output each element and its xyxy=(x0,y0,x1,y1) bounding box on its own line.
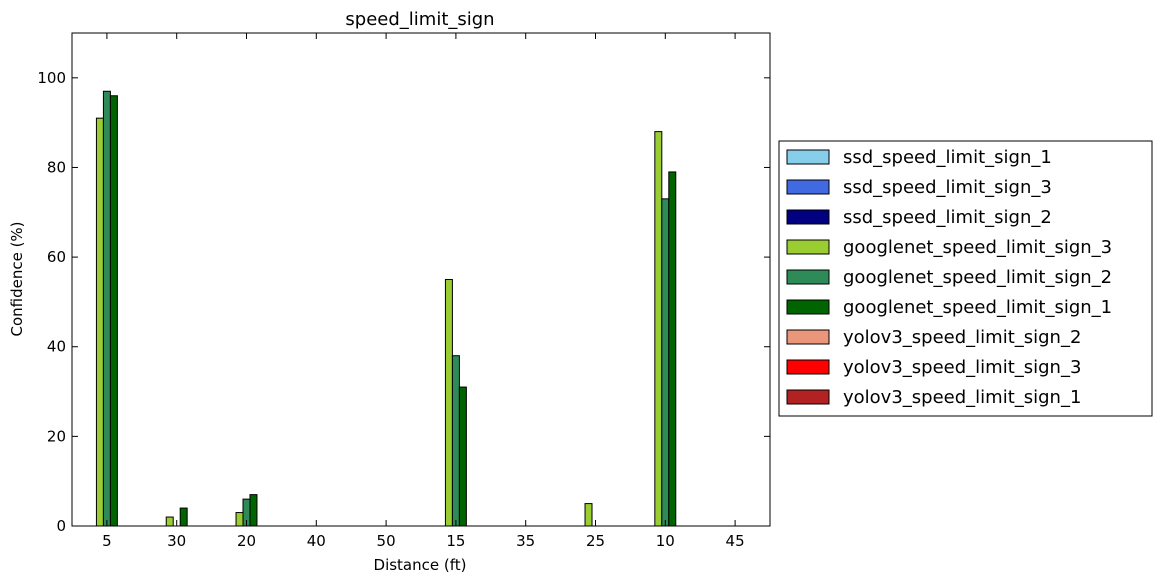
legend-swatch xyxy=(786,149,830,165)
legend-label: googlenet_speed_limit_sign_2 xyxy=(843,267,1112,288)
x-tick-label: 5 xyxy=(102,532,112,550)
bar xyxy=(179,507,188,527)
legend-swatch xyxy=(786,359,830,375)
plot-frame xyxy=(71,32,771,527)
legend-label: ssd_speed_limit_sign_1 xyxy=(843,147,1052,168)
bar xyxy=(654,131,663,527)
legend-swatch xyxy=(786,299,830,315)
x-tick-label: 35 xyxy=(516,532,535,550)
legend-label: yolov3_speed_limit_sign_2 xyxy=(843,327,1081,348)
legend-label: googlenet_speed_limit_sign_3 xyxy=(843,237,1112,258)
bar xyxy=(451,355,460,527)
y-axis-title: Confidence (%) xyxy=(8,221,26,336)
x-axis: 5 30 20 40 50 15 35 25 10 45 xyxy=(102,33,745,550)
legend-label: ssd_speed_limit_sign_2 xyxy=(843,207,1052,228)
bar xyxy=(458,386,467,527)
bars-group xyxy=(95,90,677,527)
chart-title: speed_limit_sign xyxy=(345,9,494,30)
x-tick-label: 30 xyxy=(167,532,186,550)
x-tick-label: 50 xyxy=(377,532,396,550)
bar xyxy=(109,95,118,527)
y-axis: 0 20 40 60 80 100 xyxy=(37,69,770,535)
bar xyxy=(95,117,104,527)
legend-swatch xyxy=(786,209,830,225)
x-tick-label: 10 xyxy=(656,532,675,550)
bar xyxy=(235,512,244,527)
bar xyxy=(165,516,174,527)
y-tick-label: 60 xyxy=(47,248,66,266)
bar xyxy=(661,198,670,527)
bar xyxy=(249,494,258,527)
legend-frame xyxy=(778,140,1153,417)
bar xyxy=(102,90,111,527)
x-tick-label: 15 xyxy=(446,532,465,550)
x-axis-title: Distance (ft) xyxy=(374,556,467,574)
legend-swatch xyxy=(786,239,830,255)
x-tick-label: 25 xyxy=(586,532,605,550)
legend-label: googlenet_speed_limit_sign_1 xyxy=(843,297,1112,318)
y-tick-label: 40 xyxy=(47,338,66,356)
y-tick-label: 100 xyxy=(37,69,66,87)
legend-label: yolov3_speed_limit_sign_3 xyxy=(843,357,1081,378)
legend-swatch xyxy=(786,329,830,345)
legend-label: ssd_speed_limit_sign_3 xyxy=(843,177,1052,198)
y-tick-label: 80 xyxy=(47,158,66,176)
x-tick-label: 20 xyxy=(237,532,256,550)
bar xyxy=(668,171,677,527)
bar xyxy=(584,503,593,527)
legend-swatch xyxy=(786,389,830,405)
x-tick-label: 40 xyxy=(307,532,326,550)
legend-swatch xyxy=(786,269,830,285)
legend-swatch xyxy=(786,179,830,195)
legend: ssd_speed_limit_sign_1 ssd_speed_limit_si… xyxy=(778,140,1153,417)
y-tick-label: 20 xyxy=(47,427,66,445)
legend-label: yolov3_speed_limit_sign_1 xyxy=(843,387,1081,408)
x-tick-label: 45 xyxy=(726,532,745,550)
y-tick-label: 0 xyxy=(56,517,66,535)
bar xyxy=(444,279,453,527)
